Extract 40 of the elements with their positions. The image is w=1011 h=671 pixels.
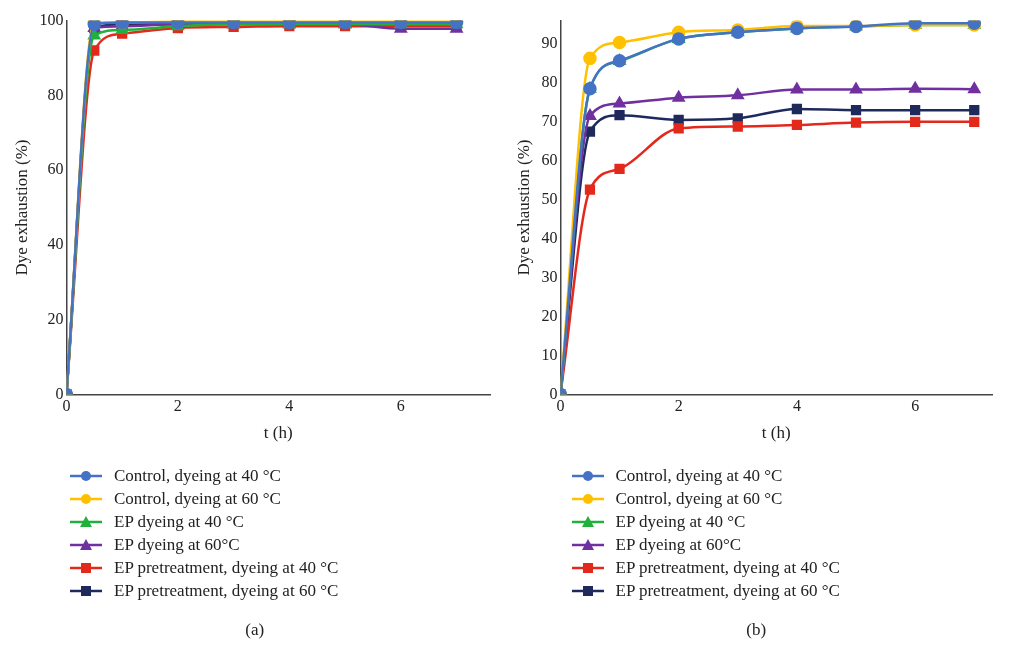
y-tick-label: 60 xyxy=(540,150,557,168)
legend-label: Control, dyeing at 40 °C xyxy=(114,465,281,486)
x-axis-title: t (h) xyxy=(761,423,791,443)
x-tick-label: 4 xyxy=(285,397,294,415)
x-axis-title: t (h) xyxy=(263,423,293,443)
y-tick-label: 80 xyxy=(540,73,557,91)
y-tick-label: 0 xyxy=(548,384,557,402)
text: (a) xyxy=(244,620,266,640)
legend-label: Control, dyeing at 40 °C xyxy=(615,465,783,486)
y-tick-label: 30 xyxy=(540,267,557,285)
legend-label: EP dyeing at 40 °C xyxy=(114,511,244,532)
y-tick-label: 20 xyxy=(540,306,557,324)
legend-label: EP pretreatment, dyeing at 40 °C xyxy=(615,557,840,578)
legend-label: EP dyeing at 60°C xyxy=(114,534,240,555)
y-tick-label: 20 xyxy=(47,309,64,327)
y-tick-label: 90 xyxy=(540,34,557,52)
y-tick-label: 60 xyxy=(47,160,64,178)
legend-label: Control, dyeing at 60 °C xyxy=(114,488,281,509)
legend-label: Control, dyeing at 60 °C xyxy=(615,488,783,509)
y-tick-label: 40 xyxy=(540,228,557,246)
y-axis-title: Dye exhaustion (%) xyxy=(513,139,533,276)
legend-label: EP pretreatment, dyeing at 60 °C xyxy=(615,580,840,601)
y-tick-label: 0 xyxy=(55,384,64,402)
x-tick-label: 6 xyxy=(396,397,405,415)
x-tick-label: 6 xyxy=(910,397,919,415)
x-tick-label: 4 xyxy=(792,397,801,415)
legend-label: EP pretreatment, dyeing at 60 °C xyxy=(114,580,339,601)
y-tick-label: 50 xyxy=(540,189,557,207)
x-tick-label: 2 xyxy=(173,397,182,415)
legend-label: EP pretreatment, dyeing at 40 °C xyxy=(114,557,339,578)
legend-label: EP dyeing at 40 °C xyxy=(615,511,746,532)
y-axis-title: Dye exhaustion (%) xyxy=(11,139,31,276)
y-tick-label: 40 xyxy=(47,235,64,253)
y-tick-label: 100 xyxy=(39,10,64,28)
y-tick-label: 80 xyxy=(47,85,64,103)
legend-label: EP dyeing at 60°C xyxy=(615,534,742,555)
x-tick-label: 2 xyxy=(674,397,683,415)
y-tick-label: 10 xyxy=(540,345,557,363)
text: (b) xyxy=(745,620,768,640)
y-tick-label: 70 xyxy=(540,112,557,130)
